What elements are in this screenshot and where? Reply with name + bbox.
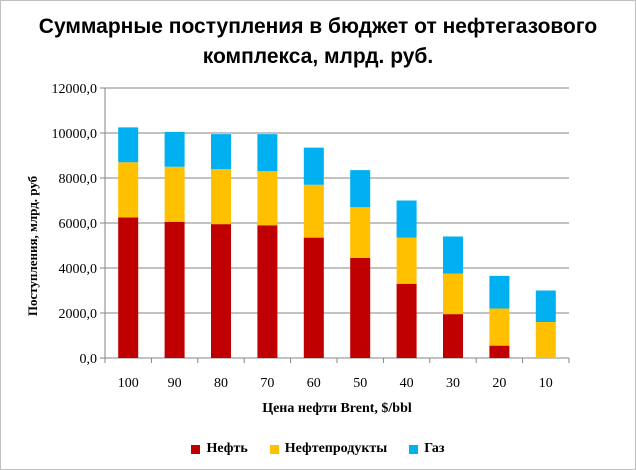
x-tick-label: 30 (446, 376, 460, 391)
bar-segment-oil-products (211, 169, 231, 225)
x-tick-label: 70 (260, 376, 274, 391)
bar-segment-gas (535, 290, 556, 322)
bar-segment-gas (396, 200, 417, 238)
bar-segment-gas (257, 134, 278, 172)
bar-segment-oil (443, 314, 463, 358)
chart-title: Суммарные поступления в бюджет от нефтег… (38, 15, 598, 68)
x-tick-label: 90 (168, 376, 182, 391)
legend-item-oil: Нефть (191, 441, 248, 457)
bar-segment-oil-products (443, 273, 463, 315)
x-axis-label: Цена нефти Brent, $/bbl (262, 401, 412, 416)
bar-segment-gas (489, 275, 510, 309)
bar-segment-oil (350, 257, 371, 358)
y-tick-label: 2000,0 (59, 307, 98, 322)
bar-segment-oil-products (396, 237, 417, 284)
bar-segment-gas (164, 131, 185, 167)
legend-swatch-gas (409, 444, 419, 454)
x-tick-label: 20 (492, 376, 506, 391)
bar-segment-oil-products (350, 207, 371, 258)
legend-label-oil-products: Нефтепродукты (284, 441, 388, 456)
bar-segment-oil (118, 217, 139, 358)
x-tick-label: 50 (353, 376, 367, 391)
bar-segment-oil-products (535, 322, 556, 358)
x-tick-label: 100 (118, 376, 139, 391)
y-tick-label: 8000,0 (59, 172, 98, 187)
bar-segment-oil (303, 237, 324, 358)
x-tick-label: 10 (539, 376, 553, 391)
bar-segment-oil (489, 345, 510, 358)
y-tick-label: 10000,0 (52, 127, 98, 142)
bar-segment-gas (211, 134, 231, 169)
y-tick-label: 0,0 (80, 352, 98, 367)
x-tick-label: 60 (307, 376, 321, 391)
y-tick-label: 12000,0 (52, 82, 98, 97)
x-tick-label: 80 (214, 376, 228, 391)
bar-segment-gas (443, 236, 463, 274)
legend-label-oil: Нефть (206, 441, 248, 456)
bar-segment-oil-products (257, 171, 278, 226)
bar-segment-oil-products (118, 162, 139, 218)
bar-segment-oil (257, 225, 278, 358)
legend-item-oil-products: Нефтепродукты (269, 441, 388, 457)
bar-segment-gas (118, 127, 139, 163)
y-tick-label: 4000,0 (59, 262, 98, 277)
legend: Нефть Нефтепродукты Газ (0, 441, 636, 457)
bar-segment-oil-products (303, 184, 324, 238)
legend-swatch-oil-products (269, 444, 279, 454)
bar-segment-oil-products (489, 308, 510, 346)
legend-swatch-oil (191, 444, 201, 454)
bar-segment-oil (211, 224, 231, 358)
y-tick-label: 6000,0 (59, 217, 98, 232)
x-tick-label: 40 (400, 376, 414, 391)
bar-segment-oil (164, 221, 185, 358)
bar-segment-oil (396, 283, 417, 358)
legend-label-gas: Газ (424, 441, 445, 456)
bar-segment-gas (350, 170, 371, 208)
bar-segment-oil-products (164, 166, 185, 222)
legend-item-gas: Газ (409, 441, 445, 457)
bar-segment-gas (303, 147, 324, 185)
